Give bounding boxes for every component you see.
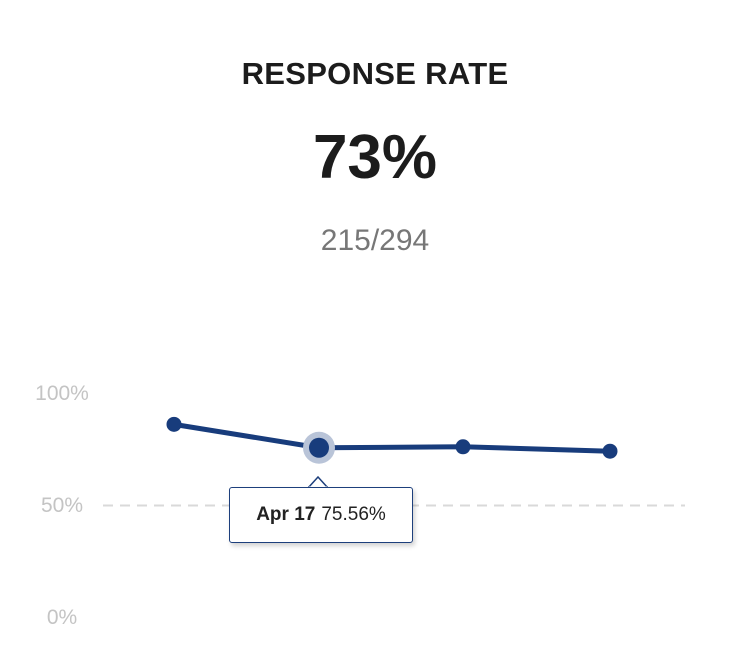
y-tick-label: 50%	[41, 494, 83, 517]
series-line	[171, 421, 613, 454]
data-point[interactable]	[309, 437, 329, 458]
tooltip-arrow	[308, 476, 328, 488]
y-axis-ticks: 0% 50% 100%	[35, 382, 89, 629]
y-tick-label: 100%	[35, 382, 89, 405]
tooltip-value: 75.56%	[321, 504, 386, 525]
tooltip-date: Apr 17	[256, 504, 316, 525]
data-point[interactable]	[455, 439, 471, 455]
data-point[interactable]	[166, 416, 182, 432]
chart-title: RESPONSE RATE	[241, 56, 509, 91]
response-rate-value: 73%	[312, 123, 438, 192]
series-points	[166, 416, 618, 464]
response-count-ratio: 215/294	[320, 224, 430, 257]
y-tick-label: 0%	[47, 606, 77, 629]
data-point[interactable]	[602, 443, 618, 459]
data-point-tooltip: Apr 17 75.56%	[229, 487, 413, 543]
